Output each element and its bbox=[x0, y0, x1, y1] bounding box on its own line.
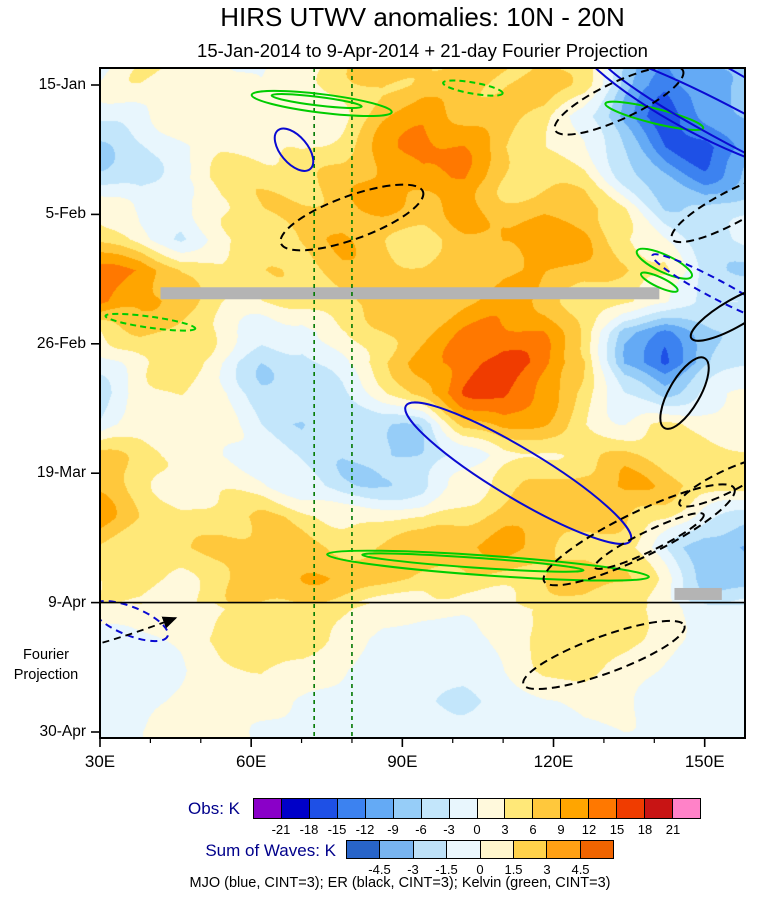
colorbar-tick-label: -1.5 bbox=[435, 862, 458, 877]
colorbar-tick-label: 9 bbox=[557, 822, 565, 837]
colorbar-tick-label: 21 bbox=[665, 822, 681, 837]
time-tick-label: 26-Feb bbox=[36, 334, 86, 352]
colorbar-tick-label: -18 bbox=[299, 822, 319, 837]
colorbar-tick-label: 18 bbox=[637, 822, 653, 837]
longitude-tick-label: 30E bbox=[84, 752, 116, 771]
waves-colorbar-label: Sum of Waves: K bbox=[205, 841, 336, 860]
time-tick-label: 15-Jan bbox=[38, 76, 86, 93]
fourier-label-line1: Fourier bbox=[23, 647, 69, 663]
colorbar-tick-label: -15 bbox=[327, 822, 347, 837]
colorbar-tick-label: 3 bbox=[501, 822, 509, 837]
colorbar-swatch bbox=[479, 840, 514, 859]
colorbar-swatch bbox=[616, 798, 646, 819]
fourier-projection-label: Fourier Projection bbox=[0, 645, 92, 685]
colorbar-tick-label: 15 bbox=[609, 822, 625, 837]
longitude-tick-label: 90E bbox=[387, 752, 418, 771]
colorbar-swatch bbox=[336, 798, 366, 819]
colorbar-tick-label: -12 bbox=[355, 822, 375, 837]
time-tick-label: 30-Apr bbox=[39, 723, 86, 740]
waves-colorbar: -4.5 -3 -1.5 0 1.5 3 4.5 bbox=[346, 840, 614, 877]
colorbar-tick-label: 3 bbox=[543, 862, 551, 877]
colorbar-swatch bbox=[392, 798, 422, 819]
colorbar-swatch bbox=[546, 840, 581, 859]
colorbar-tick-label: 1.5 bbox=[504, 862, 523, 877]
colorbar-swatch bbox=[504, 798, 534, 819]
obs-colorbar: -21 -18 -15 -12 -9 -6 -3 0 3 6 9 12 15 18 21 bbox=[253, 798, 701, 837]
colorbar-tick-label: 12 bbox=[581, 822, 597, 837]
colorbar-swatch bbox=[560, 798, 590, 819]
chart-subtitle: 15-Jan-2014 to 9-Apr-2014 + 21-day Fouri… bbox=[197, 40, 648, 61]
time-tick-label: 5-Feb bbox=[45, 205, 87, 223]
colorbar-swatch bbox=[446, 840, 481, 859]
obs-colorbar-label: Obs: K bbox=[188, 799, 240, 818]
colorbar-swatch bbox=[588, 798, 618, 819]
colorbar-tick-label: 6 bbox=[529, 822, 537, 837]
colorbar-swatch bbox=[644, 798, 674, 819]
colorbar-tick-label: -9 bbox=[387, 822, 399, 837]
hovmoller-heatmap-canvas bbox=[100, 68, 745, 738]
colorbar-swatch bbox=[346, 840, 381, 859]
colorbar-tick-label: -4.5 bbox=[368, 862, 391, 877]
time-tick-label: 19-Mar bbox=[36, 464, 86, 482]
colorbar-tick-label: -6 bbox=[415, 822, 427, 837]
colorbar-swatch bbox=[364, 798, 394, 819]
colorbar-swatch bbox=[280, 798, 310, 819]
colorbar-swatch bbox=[672, 798, 701, 819]
colorbar-swatch bbox=[476, 798, 506, 819]
colorbar-tick-label: -3 bbox=[407, 862, 419, 877]
colorbar-swatch bbox=[308, 798, 338, 819]
colorbar-swatch bbox=[412, 840, 448, 859]
colorbar-swatch bbox=[579, 840, 614, 859]
longitude-tick-label: 120E bbox=[533, 752, 574, 771]
colorbar-swatch bbox=[253, 798, 282, 819]
colorbar-tick-label: -21 bbox=[271, 822, 291, 837]
chart-title: HIRS UTWV anomalies: 10N - 20N bbox=[220, 2, 625, 32]
longitude-tick-label: 60E bbox=[236, 752, 267, 771]
colorbar-tick-label: 0 bbox=[476, 862, 484, 877]
colorbar-swatch bbox=[379, 840, 414, 859]
colorbar-tick-label: -3 bbox=[443, 822, 455, 837]
colorbar-swatch bbox=[512, 840, 548, 859]
colorbar-tick-label: 4.5 bbox=[571, 862, 590, 877]
wave-legend-caption: MJO (blue, CINT=3); ER (black, CINT=3); … bbox=[189, 875, 611, 891]
time-tick-label: 9-Apr bbox=[48, 593, 86, 611]
colorbar-tick-label: 0 bbox=[473, 822, 481, 837]
fourier-label-line2: Projection bbox=[13, 667, 79, 683]
colorbar-swatch bbox=[532, 798, 562, 819]
colorbar-swatch bbox=[448, 798, 478, 819]
colorbar-swatch bbox=[420, 798, 450, 819]
longitude-tick-label: 150E bbox=[684, 752, 725, 771]
